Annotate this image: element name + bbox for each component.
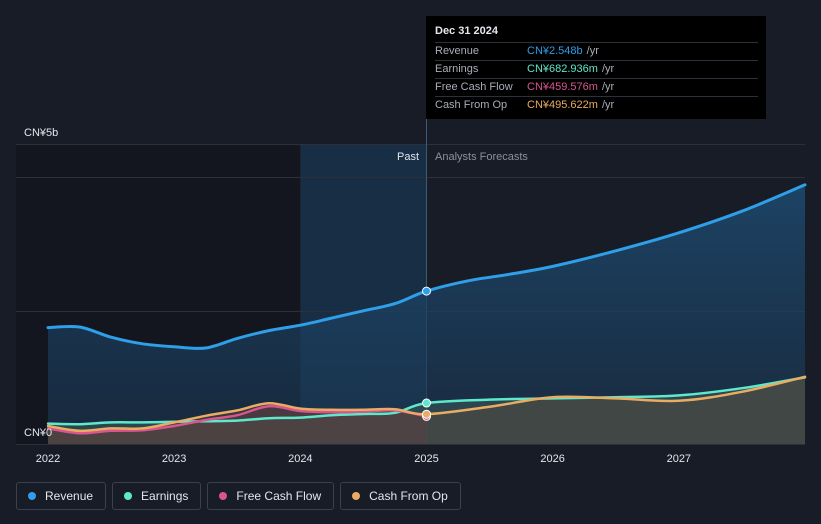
tooltip-unit: /yr [601, 81, 615, 93]
tooltip-row-earnings: Earnings CN¥682.936m /yr [435, 61, 758, 79]
past-label: Past [397, 151, 419, 163]
legend-item-earnings[interactable]: Earnings [112, 482, 202, 510]
tooltip-value: CN¥495.622m [527, 99, 598, 111]
free-cash-flow-line [46, 404, 428, 435]
legend-label: Earnings [141, 489, 189, 503]
legend-item-cash-from-op[interactable]: Cash From Op [340, 482, 461, 510]
x-tick-label: 2024 [288, 453, 312, 465]
legend-item-free-cash-flow[interactable]: Free Cash Flow [207, 482, 335, 510]
revenue-area [48, 184, 805, 445]
tooltip: Dec 31 2024 Revenue CN¥2.548b /yr Earnin… [426, 16, 766, 119]
tooltip-label: Earnings [435, 63, 479, 75]
legend-dot-icon [219, 492, 228, 500]
cash-from-op-line [46, 375, 807, 433]
x-tick-label: 2022 [36, 453, 60, 465]
tooltip-value: CN¥682.936m [527, 63, 598, 75]
x-tick-label: 2027 [667, 453, 691, 465]
legend: Revenue Earnings Free Cash Flow Cash Fro… [16, 482, 461, 510]
cash-from-op-marker [422, 409, 431, 419]
forecast-label: Analysts Forecasts [435, 151, 528, 163]
tooltip-label: Free Cash Flow [435, 81, 513, 93]
earnings-marker [422, 398, 431, 408]
tooltip-row-free-cash-flow: Free Cash Flow CN¥459.576m /yr [435, 79, 758, 97]
revenue-marker [422, 286, 431, 296]
y-axis-top-label: CN¥5b [24, 127, 58, 139]
tooltip-label: Revenue [435, 45, 480, 57]
tooltip-unit: /yr [601, 63, 615, 75]
tooltip-row-revenue: Revenue CN¥2.548b /yr [435, 43, 758, 61]
legend-dot-icon [28, 492, 36, 500]
x-tick-label: 2023 [162, 453, 186, 465]
tooltip-value: CN¥459.576m [527, 81, 598, 93]
cash-from-op-area [48, 376, 805, 444]
tooltip-unit: /yr [586, 45, 599, 57]
tooltip-row-cash-from-op: Cash From Op CN¥495.622m /yr [435, 97, 758, 114]
legend-dot-icon [352, 492, 361, 500]
x-tick-label: 2025 [414, 453, 438, 465]
revenue-line [46, 183, 807, 351]
y-axis-bottom-label: CN¥0 [24, 427, 52, 439]
legend-label: Cash From Op [369, 489, 448, 503]
legend-label: Revenue [45, 489, 94, 503]
legend-item-revenue[interactable]: Revenue [16, 482, 107, 510]
x-tick-label: 2026 [540, 453, 564, 465]
tooltip-unit: /yr [601, 99, 615, 111]
tooltip-value: CN¥2.548b [527, 45, 583, 57]
tooltip-date: Dec 31 2024 [435, 24, 758, 43]
legend-dot-icon [124, 492, 133, 500]
legend-label: Free Cash Flow [236, 489, 322, 503]
tooltip-label: Cash From Op [435, 99, 508, 111]
